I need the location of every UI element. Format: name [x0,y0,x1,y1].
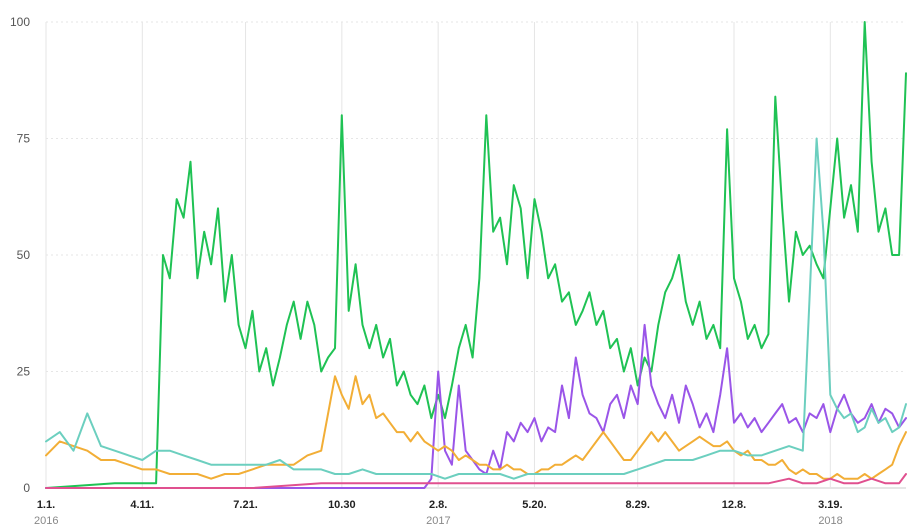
series-line-3 [45,375,907,480]
x-tick-label: 1.1. [37,499,55,511]
x-tick-label: 8.29. [625,499,649,511]
x-year-label: 2018 [818,515,842,527]
x-tick-label: 2.8. [429,499,447,511]
y-tick-label: 50 [17,248,31,262]
x-tick-label: 4.11. [130,499,154,511]
series-line-4 [45,137,907,480]
x-tick-label: 5.20. [522,499,546,511]
x-tick-label: 7.21. [233,499,257,511]
x-tick-label: 3.19. [818,499,842,511]
x-year-label: 2016 [34,515,58,527]
y-tick-label: 0 [23,481,30,495]
x-tick-label: 12.8. [722,499,746,511]
y-tick-label: 25 [17,365,31,379]
x-axis: 1.1. 2016 4.11. 7.21. 10.30 2.8. 2017 5.20. 8.29… [34,499,843,527]
series-line-5 [45,473,907,489]
grid [45,21,906,489]
y-tick-label: 100 [10,15,30,29]
series-line-1 [45,21,907,489]
series-lines [45,21,907,489]
y-tick-label: 75 [17,132,31,146]
y-axis: 0 25 50 75 100 [10,15,30,495]
series-line-2 [45,323,907,489]
x-year-label: 2017 [426,515,450,527]
x-tick-label: 10.30 [328,499,356,511]
